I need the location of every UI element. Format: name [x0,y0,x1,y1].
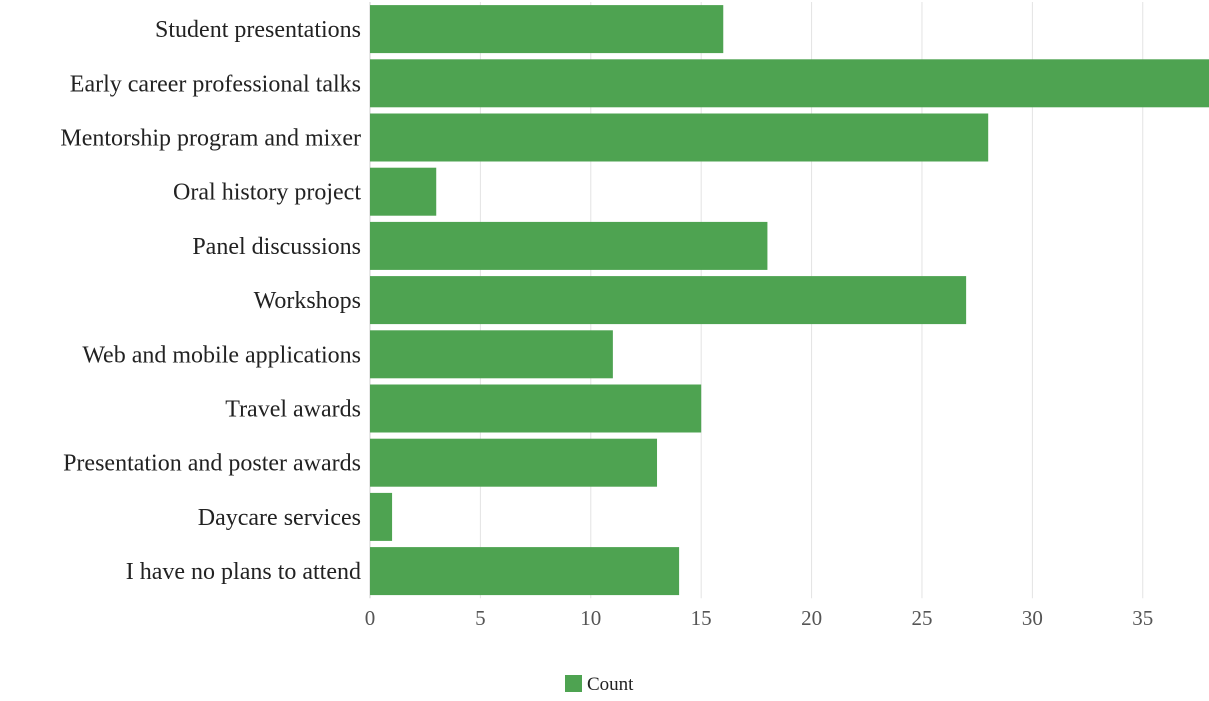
category-label: I have no plans to attend [126,559,361,585]
category-label: Daycare services [198,505,361,531]
x-axis-ticks: 0 5 10 15 20 25 30 35 [365,606,1154,630]
bar[interactable] [370,221,768,270]
category-label: Mentorship program and mixer [60,126,361,152]
bar[interactable] [370,492,393,541]
category-labels: Student presentations Early career profes… [60,17,361,585]
bar[interactable] [370,59,1209,108]
category-label: Workshops [254,288,361,314]
legend-label[interactable]: Count [587,674,634,695]
category-label: Early career professional talks [70,71,361,97]
x-tick-label: 20 [801,606,822,630]
x-tick-label: 5 [475,606,486,630]
category-label: Web and mobile applications [82,342,361,368]
bar[interactable] [370,384,702,433]
x-tick-label: 25 [911,606,932,630]
category-label: Oral history project [173,180,361,206]
bar[interactable] [370,547,680,596]
x-tick-label: 30 [1022,606,1043,630]
bar[interactable] [370,330,613,379]
bar[interactable] [370,5,724,54]
x-tick-label: 10 [580,606,601,630]
x-tick-label: 0 [365,606,376,630]
category-label: Travel awards [225,397,361,423]
bar[interactable] [370,113,989,162]
x-tick-label: 15 [691,606,712,630]
x-tick-label: 35 [1132,606,1153,630]
bars [370,5,1209,596]
category-label: Presentation and poster awards [63,451,361,477]
category-label: Panel discussions [192,234,361,260]
category-label: Student presentations [155,17,361,43]
bar[interactable] [370,438,658,487]
legend-swatch[interactable] [565,675,582,692]
bar[interactable] [370,276,967,325]
bar[interactable] [370,167,437,216]
legend[interactable]: Count [565,674,634,695]
